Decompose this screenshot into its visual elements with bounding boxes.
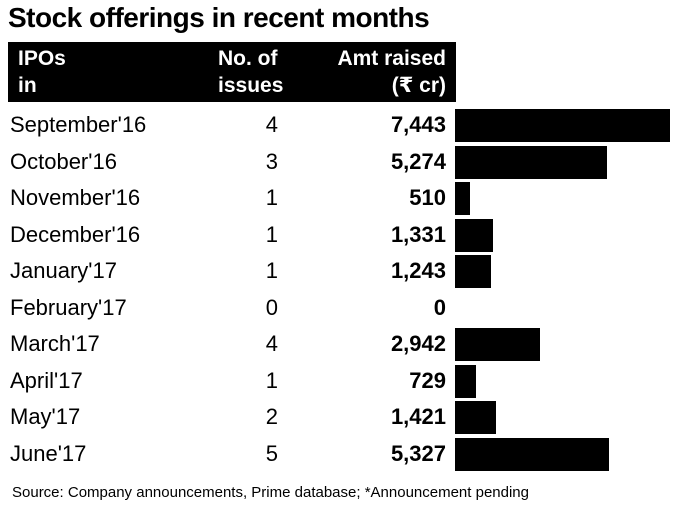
issues-value: 1 — [265, 258, 278, 283]
issues-value: 2 — [265, 404, 278, 429]
amount-bar — [455, 401, 496, 434]
issues-value: 4 — [265, 112, 278, 137]
table-row: June'17 5 5,327 — [0, 436, 679, 473]
month-label: June'17 — [10, 440, 87, 466]
table-row: May'17 2 1,421 — [0, 399, 679, 436]
month-label: October'16 — [10, 148, 117, 174]
chart-title: Stock offerings in recent months — [8, 2, 430, 33]
amount-value: 1,331 — [390, 221, 446, 247]
amount-bar — [455, 364, 476, 398]
issues-value: 3 — [265, 148, 278, 174]
amount-value: 2,942 — [390, 331, 446, 356]
month-label: May'17 — [10, 404, 81, 429]
source-note: Source: Company announcements, Prime dat… — [12, 484, 529, 501]
month-label: April'17 — [10, 367, 83, 393]
amount-value: 0 — [433, 294, 446, 320]
month-label: December'16 — [10, 221, 141, 247]
header-amount-line1: Amt raised — [337, 47, 446, 70]
header-amount-line2: (₹ cr) — [391, 74, 446, 97]
amount-value: 7,443 — [390, 112, 446, 137]
month-label: September'16 — [10, 112, 147, 137]
header-issues-line1: No. of — [218, 47, 278, 70]
table-row: April'17 1 729 — [0, 363, 679, 400]
amount-value: 510 — [409, 185, 446, 210]
amount-bar — [455, 218, 493, 252]
amount-value: 5,327 — [390, 440, 446, 466]
header-issues-line2: issues — [218, 74, 284, 97]
issues-value: 1 — [265, 221, 278, 247]
amount-bar — [455, 255, 491, 288]
amount-value: 5,274 — [390, 148, 446, 174]
header-issues: No. of issues — [218, 45, 283, 99]
amount-bar — [455, 182, 470, 215]
table-row: March'17 4 2,942 — [0, 326, 679, 363]
month-label: November'16 — [10, 185, 141, 210]
chart-rows: September'16 4 7,443 October'16 3 5,274 Novemb… — [0, 107, 679, 472]
header-ipo-line2: in — [18, 74, 37, 97]
amount-value: 1,421 — [390, 404, 446, 429]
month-label: January'17 — [10, 258, 117, 283]
table-row: October'16 3 5,274 — [0, 144, 679, 181]
table-row: December'16 1 1,331 — [0, 217, 679, 254]
table-header: IPOs in No. of issues Amt raised (₹ cr) — [8, 42, 456, 102]
amount-value: 1,243 — [390, 258, 446, 283]
table-row: February'17 0 0 — [0, 290, 679, 327]
amount-bar — [455, 437, 609, 471]
issues-value: 4 — [265, 331, 278, 356]
table-row: January'17 1 1,243 — [0, 253, 679, 290]
amount-bar — [455, 328, 540, 361]
amount-bar — [455, 145, 607, 179]
header-ipo: IPOs in — [18, 45, 66, 99]
issues-value: 0 — [265, 294, 278, 320]
month-label: March'17 — [10, 331, 100, 356]
header-amount: Amt raised (₹ cr) — [337, 45, 446, 99]
table-row: November'16 1 510 — [0, 180, 679, 217]
amount-bar — [455, 109, 670, 142]
month-label: February'17 — [10, 294, 127, 320]
issues-value: 5 — [265, 440, 278, 466]
table-row: September'16 4 7,443 — [0, 107, 679, 144]
issues-value: 1 — [265, 185, 278, 210]
amount-value: 729 — [409, 367, 446, 393]
header-ipo-line1: IPOs — [18, 47, 66, 70]
issues-value: 1 — [265, 367, 278, 393]
